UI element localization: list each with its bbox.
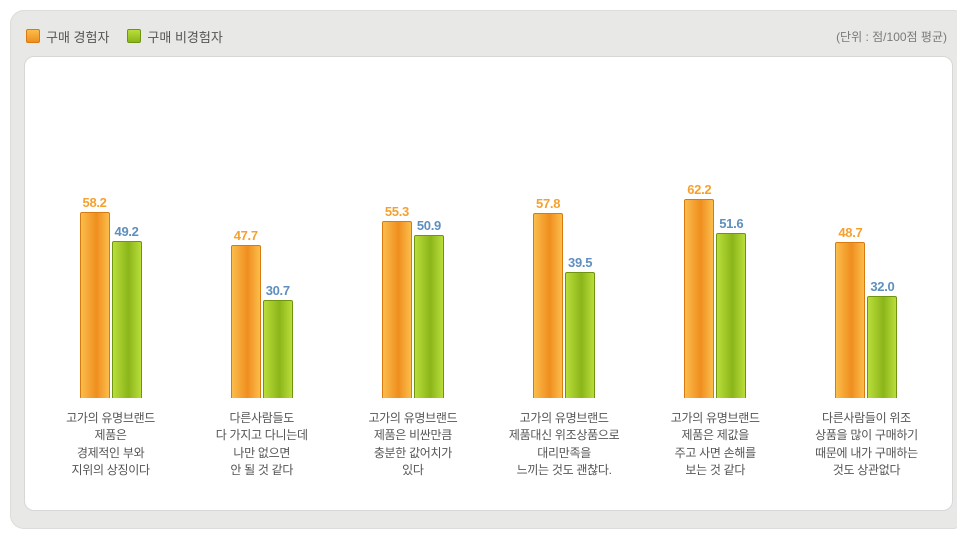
category-column: 48.7 32.0 다른사람들이 위조 상품을 많이 구매하기 때문에 내가 구매하…: [791, 75, 942, 500]
legend-swatch-experienced: [26, 29, 40, 43]
bar-value-label: 39.5: [568, 255, 592, 270]
bar-value-label: 51.6: [719, 216, 743, 231]
bar-value-label: 32.0: [870, 279, 894, 294]
bar-value-label: 50.9: [417, 218, 441, 233]
bar: 62.2: [684, 182, 714, 398]
category-column: 47.7 30.7 다른사람들도 다 가지고 다니는데 나만 없으면 안 될 것 같…: [186, 75, 337, 500]
category-column: 58.2 49.2 고가의 유명브랜드 제품은 경제적인 부와 지위의 상징이다: [35, 75, 186, 500]
category-column: 57.8 39.5 고가의 유명브랜드 제품대신 위조상품으로 대리만족을 느끼는 …: [489, 75, 640, 500]
bar: 51.6: [716, 216, 746, 398]
bars-group: 55.3 50.9: [337, 75, 488, 404]
bar-value-label: 57.8: [536, 196, 560, 211]
bar-value-label: 49.2: [115, 224, 139, 239]
bar: 30.7: [263, 283, 293, 398]
bar-rect: [716, 233, 746, 398]
bar-rect: [112, 241, 142, 398]
category-column: 55.3 50.9 고가의 유명브랜드 제품은 비싼만큼 충분한 값어치가 있다: [337, 75, 488, 500]
bar-rect: [565, 272, 595, 398]
category-column: 62.2 51.6 고가의 유명브랜드 제품은 제값을 주고 사면 손해를 보는 것…: [640, 75, 791, 500]
bar-rect: [835, 242, 865, 398]
bar-rect: [867, 296, 897, 398]
bar-value-label: 55.3: [385, 204, 409, 219]
bar: 39.5: [565, 255, 595, 398]
legend-label: 구매 비경험자: [147, 27, 222, 46]
bar: 49.2: [112, 224, 142, 398]
category-label: 다른사람들도 다 가지고 다니는데 나만 없으면 안 될 것 같다: [212, 404, 312, 500]
category-label: 고가의 유명브랜드 제품은 제값을 주고 사면 손해를 보는 것 같다: [667, 404, 764, 500]
category-label: 고가의 유명브랜드 제품은 비싼만큼 충분한 값어치가 있다: [364, 404, 461, 500]
category-row: 58.2 49.2 고가의 유명브랜드 제품은 경제적인 부와 지위의 상징이다 47…: [35, 75, 942, 500]
bar: 50.9: [414, 218, 444, 398]
bars-group: 62.2 51.6: [640, 75, 791, 404]
chart-header: 구매 경험자 구매 비경험자 (단위 : 점/100점 평균): [24, 22, 953, 50]
bar-rect: [80, 212, 110, 398]
bar-value-label: 58.2: [83, 195, 107, 210]
bar-rect: [414, 235, 444, 398]
category-label: 다른사람들이 위조 상품을 많이 구매하기 때문에 내가 구매하는 것도 상관없…: [811, 404, 922, 500]
bars-group: 57.8 39.5: [489, 75, 640, 404]
legend-item: 구매 경험자: [26, 27, 109, 46]
bar-rect: [684, 199, 714, 398]
bar-value-label: 62.2: [687, 182, 711, 197]
bar-value-label: 30.7: [266, 283, 290, 298]
plot-panel: 58.2 49.2 고가의 유명브랜드 제품은 경제적인 부와 지위의 상징이다 47…: [24, 56, 953, 511]
legend-swatch-inexperienced: [127, 29, 141, 43]
bar-rect: [263, 300, 293, 398]
category-label: 고가의 유명브랜드 제품은 경제적인 부와 지위의 상징이다: [62, 404, 159, 500]
bar: 48.7: [835, 225, 865, 398]
bar: 32.0: [867, 279, 897, 398]
bar-rect: [382, 221, 412, 398]
bar-value-label: 47.7: [234, 228, 258, 243]
bar: 58.2: [80, 195, 110, 398]
bars-group: 58.2 49.2: [35, 75, 186, 404]
bar-rect: [533, 213, 563, 398]
bar-value-label: 48.7: [838, 225, 862, 240]
bars-group: 48.7 32.0: [791, 75, 942, 404]
legend-item: 구매 비경험자: [127, 27, 222, 46]
bar: 55.3: [382, 204, 412, 398]
bar-rect: [231, 245, 261, 398]
bar: 47.7: [231, 228, 261, 398]
category-label: 고가의 유명브랜드 제품대신 위조상품으로 대리만족을 느끼는 것도 괜찮다.: [505, 404, 623, 500]
unit-label: (단위 : 점/100점 평균): [836, 28, 947, 45]
legend: 구매 경험자 구매 비경험자: [26, 27, 223, 46]
bar: 57.8: [533, 196, 563, 398]
legend-label: 구매 경험자: [46, 27, 109, 46]
chart-frame: 구매 경험자 구매 비경험자 (단위 : 점/100점 평균) 58.2 49.2 고…: [10, 10, 957, 529]
bars-group: 47.7 30.7: [186, 75, 337, 404]
